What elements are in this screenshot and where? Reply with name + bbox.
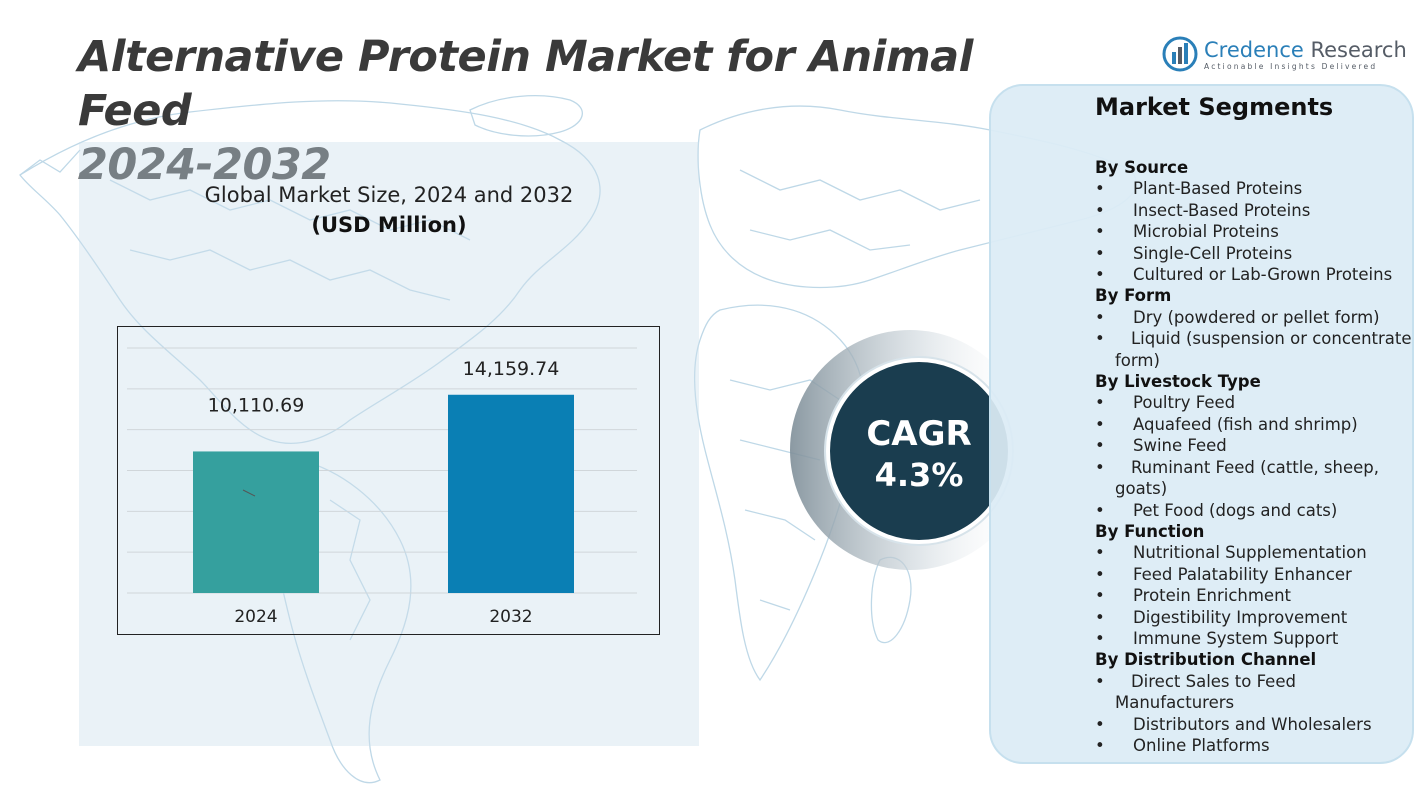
segments-title: Market Segments bbox=[1095, 93, 1334, 121]
segment-item-text: Nutritional Supplementation bbox=[1133, 543, 1367, 563]
bullet-icon: • bbox=[1095, 243, 1105, 263]
title-line-1: Alternative Protein Market for Animal Fe… bbox=[78, 32, 973, 136]
segment-item-text: Plant-Based Proteins bbox=[1133, 179, 1303, 199]
page-title: Alternative Protein Market for Animal Fe… bbox=[78, 30, 1078, 192]
chart-title: Global Market Size, 2024 and 2032 bbox=[204, 183, 574, 207]
bullet-icon: • bbox=[1095, 564, 1105, 584]
segments-list: By Source • Plant-Based Proteins • Insect-Ba… bbox=[1095, 157, 1415, 756]
bar-chart: 10,110.69 2024 14,159.74 2032 bbox=[117, 326, 660, 635]
segment-item: • Insect-Based Proteins bbox=[1095, 200, 1415, 221]
segment-item-text: Pet Food (dogs and cats) bbox=[1133, 500, 1338, 520]
segment-item: • Direct Sales to Feed Manufacturers bbox=[1095, 671, 1296, 713]
segment-item: • Protein Enrichment bbox=[1095, 585, 1415, 606]
chart-units: (USD Million) bbox=[311, 213, 467, 237]
segment-heading: By Form bbox=[1095, 286, 1172, 306]
logo-bars-icon bbox=[1162, 36, 1198, 72]
logo-name: Credence Research bbox=[1204, 38, 1407, 62]
title-line-2: 2024-2032 bbox=[78, 140, 331, 190]
segment-item: • Pet Food (dogs and cats) bbox=[1095, 500, 1415, 521]
segment-item-text: Insect-Based Proteins bbox=[1133, 200, 1311, 220]
bullet-icon: • bbox=[1095, 179, 1105, 199]
segment-item: • Cultured or Lab-Grown Proteins bbox=[1095, 264, 1415, 285]
value-label-2024: 10,110.69 bbox=[208, 394, 305, 416]
bar-2032 bbox=[448, 394, 574, 593]
bullet-icon: • bbox=[1095, 500, 1105, 520]
bullet-icon: • bbox=[1095, 436, 1105, 456]
segment-item: • Distributors and Wholesalers bbox=[1095, 714, 1415, 735]
segment-item-text: Protein Enrichment bbox=[1133, 586, 1292, 606]
chart-frame bbox=[117, 326, 660, 635]
bullet-icon: • bbox=[1095, 586, 1105, 606]
segment-item: • Liquid (suspension or concentrate form… bbox=[1095, 329, 1412, 370]
segment-item-text: Single-Cell Proteins bbox=[1133, 243, 1293, 263]
segment-item-text: Dry (powdered or pellet form) bbox=[1133, 307, 1380, 327]
segment-item: • Poultry Feed bbox=[1095, 392, 1415, 413]
segment-item: • Plant-Based Proteins bbox=[1095, 178, 1415, 199]
bullet-icon: • bbox=[1095, 222, 1105, 242]
segment-heading: By Distribution Channel bbox=[1095, 650, 1317, 670]
segment-item-text: Digestibility Improvement bbox=[1133, 607, 1348, 627]
segment-item-text: Poultry Feed bbox=[1133, 393, 1236, 413]
segment-item-text: Swine Feed bbox=[1133, 436, 1227, 456]
value-label-2032: 14,159.74 bbox=[463, 358, 560, 380]
credence-research-logo: Credence Research Actionable Insights De… bbox=[1162, 36, 1407, 76]
chart-bars bbox=[193, 394, 574, 593]
segment-item: • Dry (powdered or pellet form) bbox=[1095, 307, 1415, 328]
segment-item-text: Cultured or Lab-Grown Proteins bbox=[1133, 265, 1393, 285]
segment-item: • Swine Feed bbox=[1095, 435, 1415, 456]
segment-item-text: Immune System Support bbox=[1133, 628, 1339, 648]
bullet-icon: • bbox=[1095, 307, 1105, 327]
segment-heading: By Livestock Type bbox=[1095, 372, 1261, 392]
x-tick-label-2032: 2032 bbox=[489, 607, 532, 627]
bullet-icon: • bbox=[1095, 543, 1105, 563]
bullet-icon: • bbox=[1095, 714, 1105, 734]
segment-item: • Online Platforms bbox=[1095, 735, 1415, 756]
segment-item-text: Microbial Proteins bbox=[1133, 222, 1279, 242]
cagr-label: CAGR bbox=[866, 414, 972, 454]
segment-item-text: Online Platforms bbox=[1133, 735, 1270, 755]
segment-item: • Single-Cell Proteins bbox=[1095, 243, 1415, 264]
logo-name-part-1: Credence bbox=[1204, 38, 1304, 62]
segment-item-text: Feed Palatability Enhancer bbox=[1133, 564, 1352, 584]
bullet-icon: • bbox=[1095, 265, 1105, 285]
segment-item: • Aquafeed (fish and shrimp) bbox=[1095, 414, 1415, 435]
segment-item: • Digestibility Improvement bbox=[1095, 607, 1415, 628]
bullet-icon: • bbox=[1095, 735, 1105, 755]
chart-panel bbox=[79, 142, 699, 746]
segment-heading: By Function bbox=[1095, 521, 1205, 541]
bullet-icon: • bbox=[1095, 628, 1105, 648]
logo-name-part-2: Research bbox=[1303, 38, 1407, 62]
bar-2024 bbox=[193, 451, 319, 593]
segment-item: • Immune System Support bbox=[1095, 628, 1415, 649]
segment-item: • Nutritional Supplementation bbox=[1095, 542, 1415, 563]
bullet-icon: • bbox=[1095, 200, 1105, 220]
segment-item: • Microbial Proteins bbox=[1095, 221, 1415, 242]
segment-item-text: Distributors and Wholesalers bbox=[1133, 714, 1372, 734]
logo-tagline: Actionable Insights Delivered bbox=[1204, 62, 1378, 71]
segments-panel bbox=[989, 84, 1414, 764]
x-tick-label-2024: 2024 bbox=[234, 607, 277, 627]
segment-item: • Feed Palatability Enhancer bbox=[1095, 564, 1415, 585]
segment-heading: By Source bbox=[1095, 158, 1189, 177]
value-label-leader-2024 bbox=[242, 489, 256, 497]
chart-labels: 10,110.69 2024 14,159.74 2032 bbox=[208, 358, 560, 627]
bullet-icon: • bbox=[1095, 414, 1105, 434]
bullet-icon: • bbox=[1095, 393, 1105, 413]
bullet-icon: • bbox=[1095, 607, 1105, 627]
cagr-badge: CAGR 4.3% bbox=[826, 358, 1012, 544]
cagr-value: 4.3% bbox=[874, 456, 964, 494]
segment-item: • Ruminant Feed (cattle, sheep, goats) bbox=[1095, 457, 1380, 499]
segment-item-text: Aquafeed (fish and shrimp) bbox=[1133, 414, 1358, 434]
